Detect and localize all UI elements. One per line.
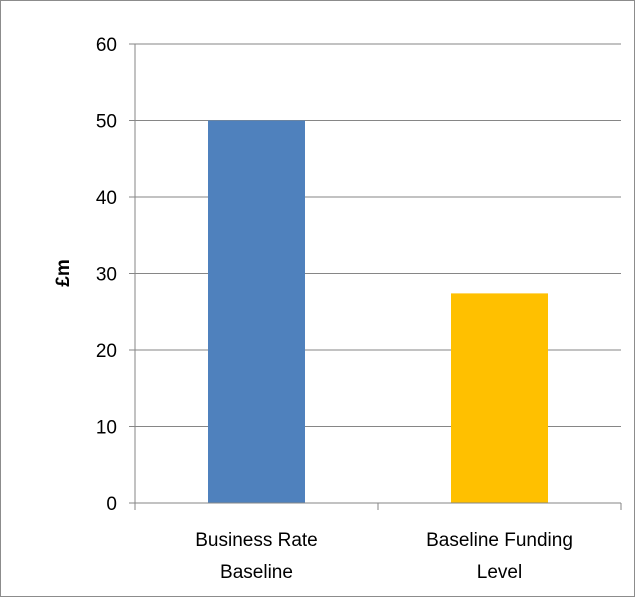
y-tick-label: 20 <box>96 341 117 362</box>
y-tick-label: 30 <box>96 265 117 286</box>
y-tick-label: 60 <box>96 35 117 56</box>
y-tick-label: 10 <box>96 418 117 439</box>
x-category-label: Business Rate Baseline <box>195 530 318 583</box>
axes <box>134 44 622 510</box>
y-axis-title: £m <box>53 259 74 286</box>
bar-2 <box>451 293 548 503</box>
bars <box>208 120 548 503</box>
y-tick-label: 50 <box>96 112 117 133</box>
y-tick-label: 0 <box>106 494 117 515</box>
x-category-label: Baseline Funding Level <box>426 530 573 583</box>
x-category-labels: Business Rate Baseline Baseline Funding Lev… <box>195 530 573 583</box>
y-tick-label: 40 <box>96 188 117 209</box>
y-tick-labels: 0 10 20 30 40 50 60 <box>96 35 117 515</box>
bar-1 <box>208 120 305 503</box>
